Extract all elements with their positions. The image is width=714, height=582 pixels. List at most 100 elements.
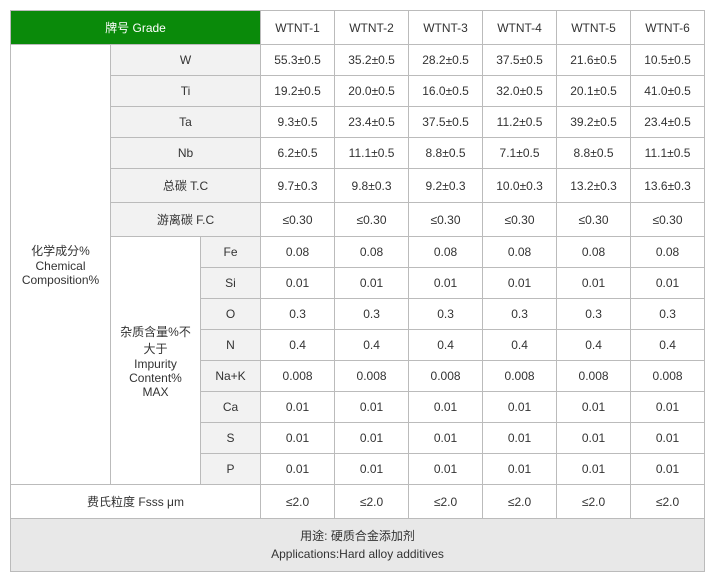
table-row: Ta 9.3±0.5 23.4±0.5 37.5±0.5 11.2±0.5 39… (11, 107, 705, 138)
cell: 35.2±0.5 (335, 45, 409, 76)
cell: 8.8±0.5 (557, 138, 631, 169)
cell: 0.008 (483, 361, 557, 392)
cell: 23.4±0.5 (335, 107, 409, 138)
cell: 16.0±0.5 (409, 76, 483, 107)
cell: 0.008 (261, 361, 335, 392)
cell: 0.3 (409, 299, 483, 330)
cell: 0.4 (261, 330, 335, 361)
cell: 0.08 (631, 237, 705, 268)
cell: 0.08 (335, 237, 409, 268)
cell: 21.6±0.5 (557, 45, 631, 76)
chem-en2: Composition% (15, 273, 106, 287)
cell: 13.2±0.3 (557, 169, 631, 203)
spec-table: 牌号 Grade WTNT-1 WTNT-2 WTNT-3 WTNT-4 WTN… (10, 10, 705, 572)
cell: ≤0.30 (261, 203, 335, 237)
col-header: WTNT-1 (261, 11, 335, 45)
cell: 0.01 (261, 392, 335, 423)
grade-header: 牌号 Grade (11, 11, 261, 45)
applications-cell: 用途: 硬质合金添加剂 Applications:Hard alloy addi… (11, 519, 705, 572)
cell: ≤0.30 (409, 203, 483, 237)
cell: 13.6±0.3 (631, 169, 705, 203)
cell: 0.08 (557, 237, 631, 268)
table-row: Ti 19.2±0.5 20.0±0.5 16.0±0.5 32.0±0.5 2… (11, 76, 705, 107)
cell: 0.4 (335, 330, 409, 361)
cell: 0.01 (483, 392, 557, 423)
cell: 0.3 (261, 299, 335, 330)
table-row: 总碳 T.C 9.7±0.3 9.8±0.3 9.2±0.3 10.0±0.3 … (11, 169, 705, 203)
table-row: 游离碳 F.C ≤0.30 ≤0.30 ≤0.30 ≤0.30 ≤0.30 ≤0… (11, 203, 705, 237)
cell: 0.01 (557, 423, 631, 454)
chem-cn: 化学成分% (15, 242, 106, 259)
cell: 0.3 (557, 299, 631, 330)
cell: 0.01 (409, 423, 483, 454)
row-label: Ta (111, 107, 261, 138)
cell: 0.3 (335, 299, 409, 330)
cell: ≤2.0 (261, 485, 335, 519)
header-row: 牌号 Grade WTNT-1 WTNT-2 WTNT-3 WTNT-4 WTN… (11, 11, 705, 45)
cell: ≤2.0 (631, 485, 705, 519)
cell: 0.008 (557, 361, 631, 392)
cell: 0.01 (557, 454, 631, 485)
cell: ≤0.30 (557, 203, 631, 237)
impurity-label: 杂质含量%不 大于 Impurity Content% MAX (111, 237, 201, 485)
imp-l1: 杂质含量%不 (115, 323, 196, 340)
cell: 0.01 (409, 268, 483, 299)
cell: 0.01 (335, 268, 409, 299)
cell: ≤2.0 (409, 485, 483, 519)
row-label: Ca (201, 392, 261, 423)
cell: 32.0±0.5 (483, 76, 557, 107)
cell: 0.08 (483, 237, 557, 268)
cell: 11.2±0.5 (483, 107, 557, 138)
cell: 0.01 (335, 454, 409, 485)
cell: 55.3±0.5 (261, 45, 335, 76)
cell: 0.01 (631, 392, 705, 423)
cell: 0.01 (261, 454, 335, 485)
cell: 0.008 (409, 361, 483, 392)
cell: 0.4 (483, 330, 557, 361)
col-header: WTNT-4 (483, 11, 557, 45)
imp-l3: Impurity (115, 357, 196, 371)
table-row: Nb 6.2±0.5 11.1±0.5 8.8±0.5 7.1±0.5 8.8±… (11, 138, 705, 169)
row-label: P (201, 454, 261, 485)
cell: 0.01 (335, 392, 409, 423)
col-header: WTNT-3 (409, 11, 483, 45)
cell: 0.4 (557, 330, 631, 361)
footer-cn: 用途: 硬质合金添加剂 (15, 527, 700, 545)
cell: 37.5±0.5 (409, 107, 483, 138)
cell: 0.4 (409, 330, 483, 361)
cell: ≤2.0 (483, 485, 557, 519)
cell: 7.1±0.5 (483, 138, 557, 169)
cell: 11.1±0.5 (335, 138, 409, 169)
row-label: 总碳 T.C (111, 169, 261, 203)
col-header: WTNT-6 (631, 11, 705, 45)
cell: 0.01 (261, 423, 335, 454)
cell: 19.2±0.5 (261, 76, 335, 107)
cell: 0.01 (631, 268, 705, 299)
imp-l4: Content% (115, 371, 196, 385)
cell: 0.01 (409, 392, 483, 423)
row-label: 游离碳 F.C (111, 203, 261, 237)
cell: 0.01 (409, 454, 483, 485)
cell: 0.01 (631, 454, 705, 485)
cell: 0.01 (557, 392, 631, 423)
cell: 0.01 (631, 423, 705, 454)
cell: 0.008 (335, 361, 409, 392)
cell: 20.1±0.5 (557, 76, 631, 107)
cell: ≤0.30 (335, 203, 409, 237)
fsss-row: 费氏粒度 Fsss μm ≤2.0 ≤2.0 ≤2.0 ≤2.0 ≤2.0 ≤2… (11, 485, 705, 519)
cell: 9.7±0.3 (261, 169, 335, 203)
cell: 10.0±0.3 (483, 169, 557, 203)
cell: 28.2±0.5 (409, 45, 483, 76)
cell: ≤0.30 (631, 203, 705, 237)
table-row: 杂质含量%不 大于 Impurity Content% MAX Fe 0.08 … (11, 237, 705, 268)
cell: 9.3±0.5 (261, 107, 335, 138)
cell: 0.3 (483, 299, 557, 330)
cell: 0.08 (261, 237, 335, 268)
row-label: Si (201, 268, 261, 299)
row-label: Ti (111, 76, 261, 107)
cell: ≤2.0 (335, 485, 409, 519)
cell: 0.4 (631, 330, 705, 361)
cell: 9.2±0.3 (409, 169, 483, 203)
row-label: W (111, 45, 261, 76)
cell: 39.2±0.5 (557, 107, 631, 138)
